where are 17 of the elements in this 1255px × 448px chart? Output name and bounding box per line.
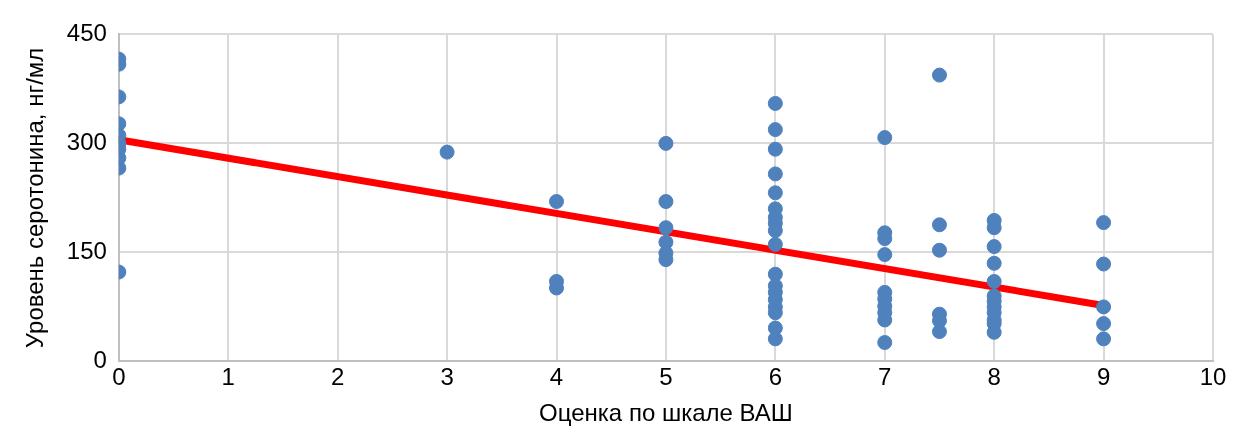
x-tick-label: 2 [330,363,345,391]
x-tick-label: 9 [1096,363,1111,391]
y-tick-label: 300 [66,128,107,156]
x-tick-label: 7 [878,363,892,391]
x-axis-title: Оценка по шкале ВАШ [539,399,793,427]
y-tick-label: 450 [66,19,107,47]
x-tick-label: 3 [440,363,454,391]
x-tick-label: 10 [1199,363,1227,391]
y-axis-title: Уровень серотонина, нг/мл [21,47,49,349]
y-tick-label: 0 [93,346,107,374]
y-tick-label: 150 [66,237,107,265]
x-tick-label: 8 [987,363,1001,391]
x-tick-label: 0 [112,363,126,391]
x-tick-label: 5 [659,363,673,391]
x-tick-label: 6 [768,363,783,391]
x-tick-label: 4 [549,363,564,391]
x-tick-label: 1 [221,363,235,391]
